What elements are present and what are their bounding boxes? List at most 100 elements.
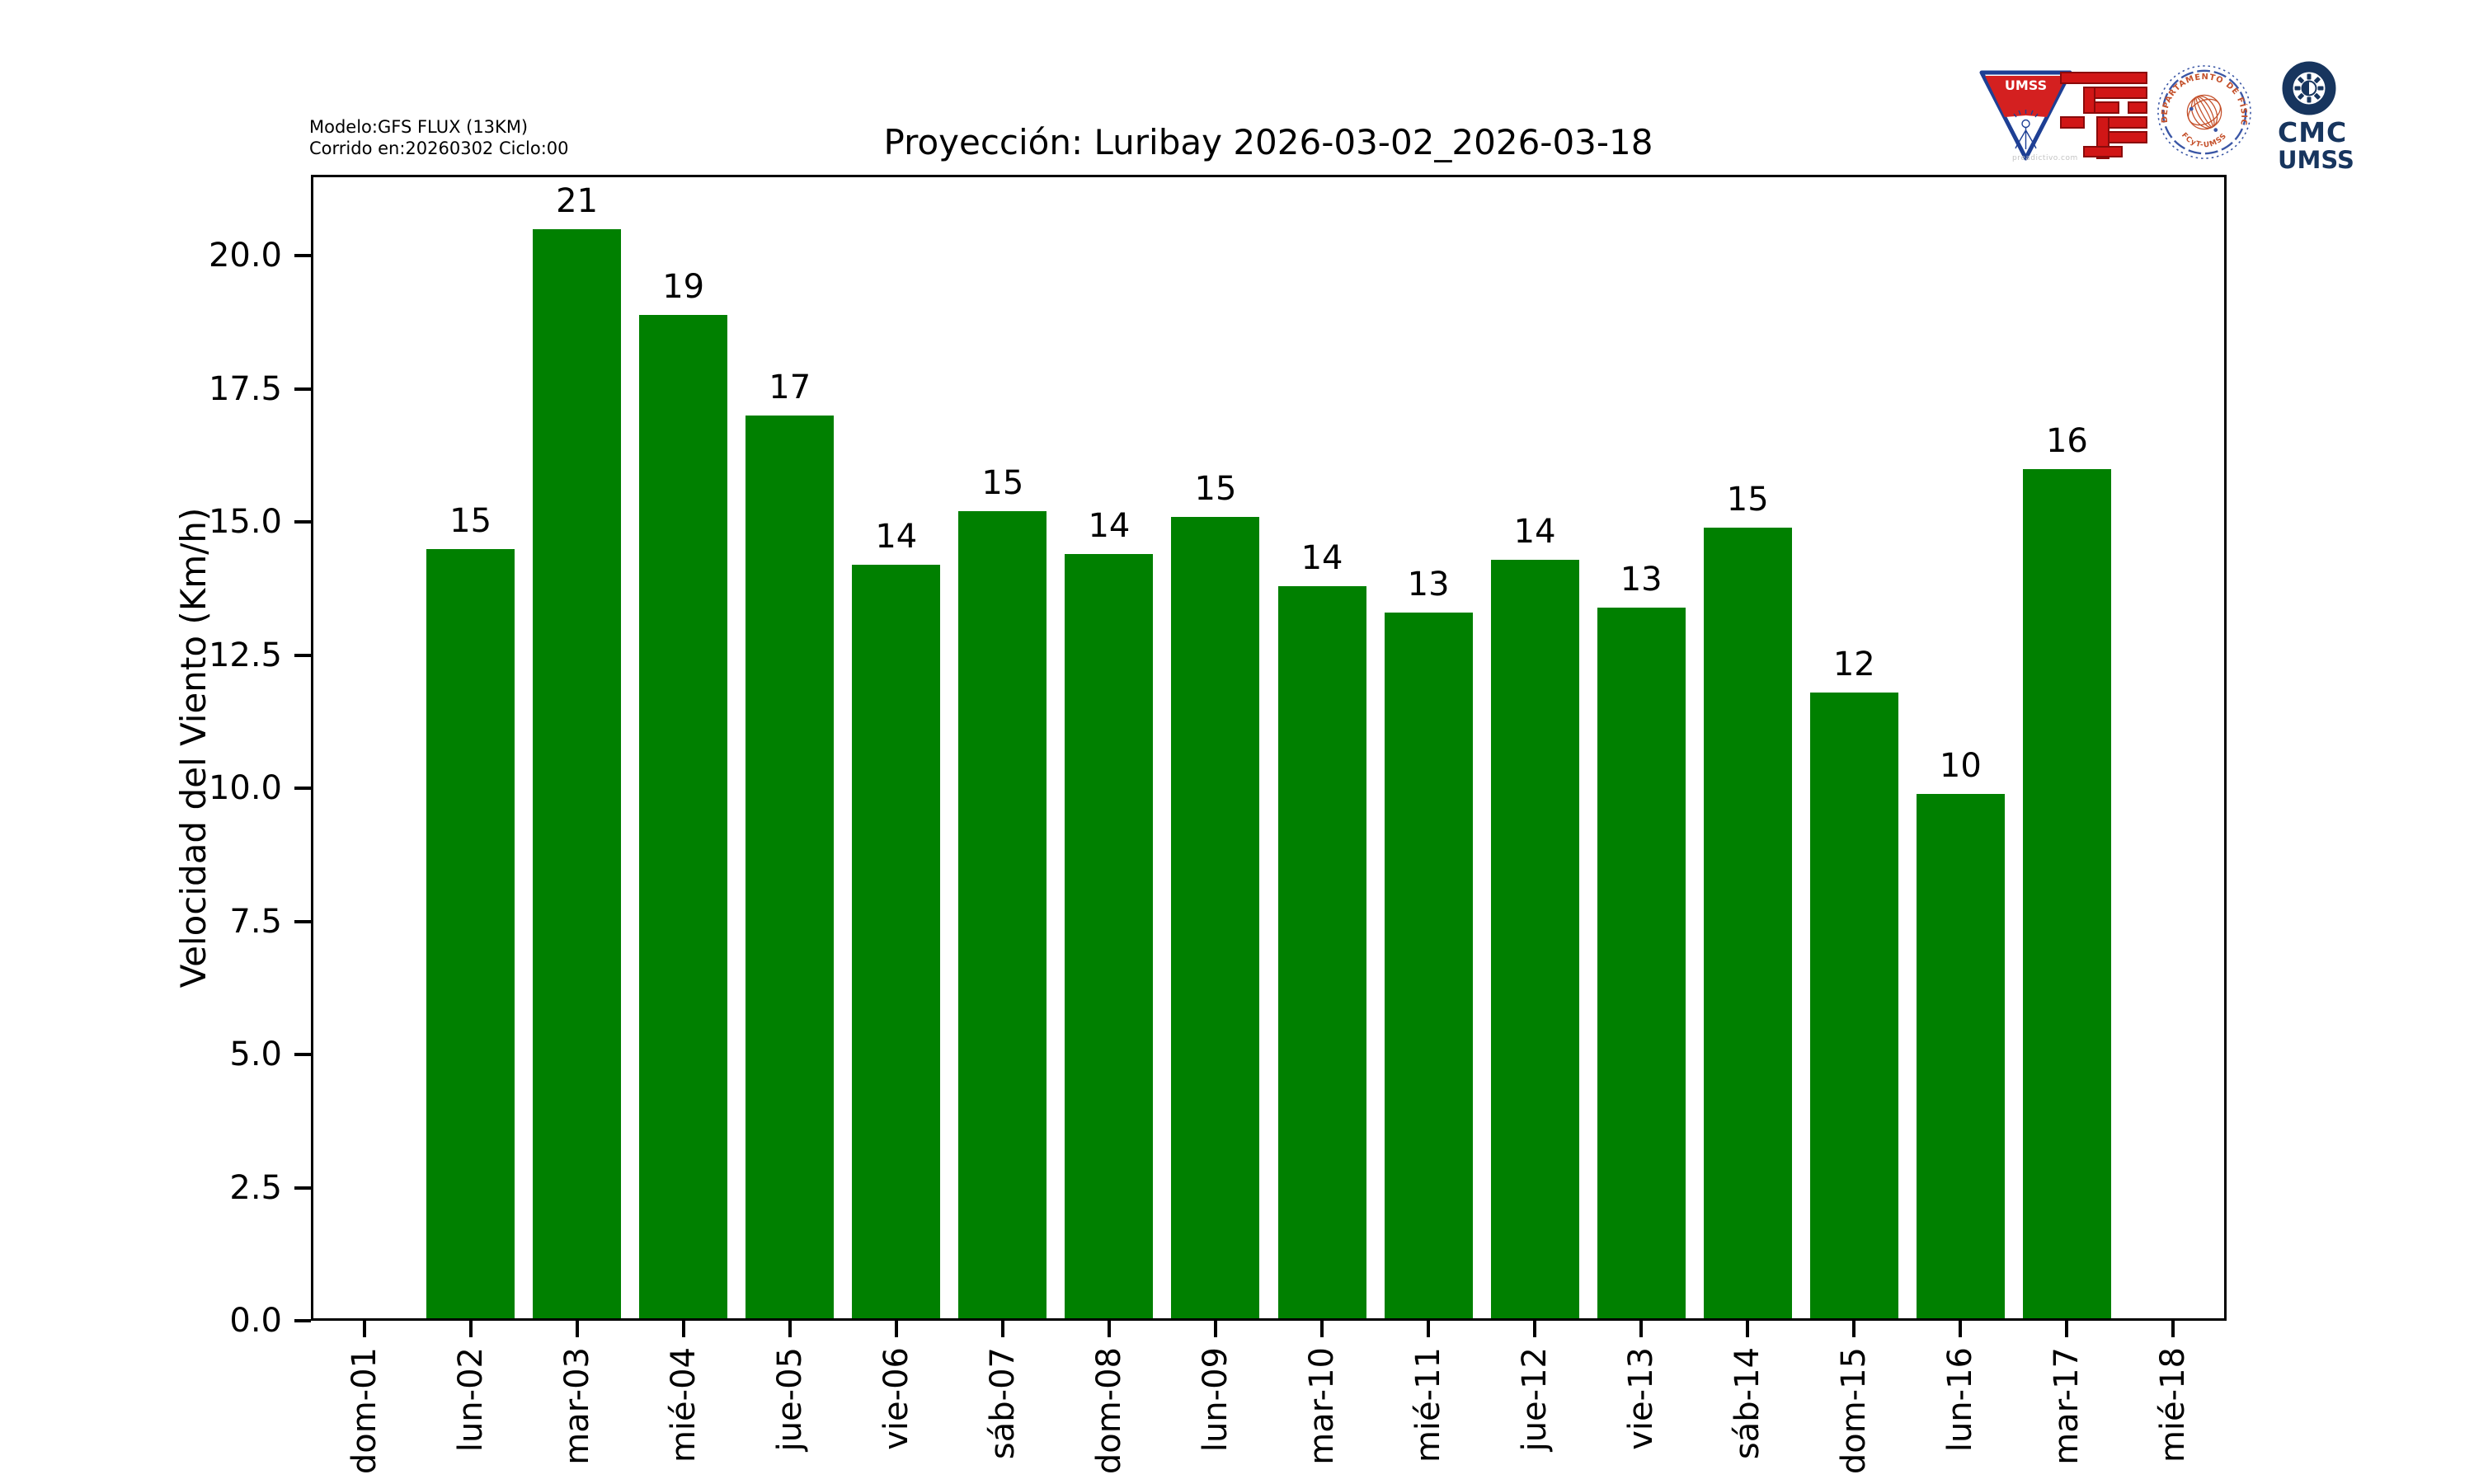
x-tick-mark <box>1959 1321 1963 1337</box>
pennant-watermark: preadictivo.com <box>2012 154 2078 162</box>
bar <box>1065 554 1154 1321</box>
bar-value-label: 13 <box>1620 560 1663 599</box>
y-tick-label: 5.0 <box>229 1036 282 1074</box>
y-tick-label: 17.5 <box>208 369 282 408</box>
bar-value-label: 15 <box>1194 469 1237 508</box>
bar-value-label: 14 <box>1513 512 1556 551</box>
x-tick-mark <box>1746 1321 1750 1337</box>
bar <box>852 565 941 1321</box>
bar-value-label: 21 <box>556 182 599 221</box>
bar <box>1490 559 1579 1321</box>
bar-value-label: 12 <box>1832 646 1875 683</box>
y-tick-label: 7.5 <box>229 902 282 941</box>
bar <box>533 229 622 1321</box>
x-tick-label: mar-03 <box>557 1347 596 1465</box>
pennant-umss-text: UMSS <box>2005 77 2047 93</box>
x-tick-mark <box>2065 1321 2069 1337</box>
x-tick-label: vie-06 <box>877 1347 915 1450</box>
x-tick-label: dom-01 <box>345 1347 383 1475</box>
y-tick-mark <box>294 1186 311 1190</box>
bar-value-label: 10 <box>1939 746 1982 785</box>
x-tick-mark <box>2171 1321 2175 1337</box>
cmc-ring-logo <box>2282 61 2336 115</box>
bar-value-label: 13 <box>1407 566 1450 604</box>
x-tick-mark <box>1320 1321 1324 1337</box>
bar-value-label: 16 <box>2045 421 2088 460</box>
x-tick-label: lun-02 <box>451 1347 490 1453</box>
bar <box>639 314 728 1321</box>
x-tick-label: jue-12 <box>1516 1347 1554 1452</box>
bar <box>2022 468 2111 1321</box>
y-tick-mark <box>294 254 311 258</box>
y-tick-label: 15.0 <box>208 503 282 542</box>
pennant-red-left <box>1985 76 2026 117</box>
y-tick-label: 12.5 <box>208 636 282 674</box>
cmc-text: CMC UMSS <box>2278 119 2354 172</box>
bar <box>1277 585 1366 1321</box>
bar-value-label: 14 <box>875 518 918 556</box>
bar-value-label: 15 <box>981 464 1024 503</box>
fcyt-red-logo <box>2060 72 2147 159</box>
cmc-ring <box>2282 61 2336 115</box>
bar <box>745 416 835 1321</box>
y-tick-mark <box>294 387 311 391</box>
x-tick-mark <box>1000 1321 1004 1337</box>
x-tick-label: mar-10 <box>1303 1347 1342 1465</box>
bar-value-label: 15 <box>449 501 492 540</box>
bar <box>1809 693 1898 1321</box>
x-tick-mark <box>468 1321 473 1337</box>
bar-value-label: 14 <box>1088 507 1131 546</box>
x-tick-label: mié-04 <box>664 1347 703 1463</box>
x-tick-mark <box>681 1321 685 1337</box>
chart-title: Proyección: Luribay 2026-03-02_2026-03-1… <box>883 122 1653 162</box>
x-tick-mark <box>894 1321 898 1337</box>
y-tick-mark <box>294 1319 311 1322</box>
bar <box>1384 613 1473 1321</box>
y-tick-label: 20.0 <box>208 237 282 275</box>
x-tick-label: mié-11 <box>1409 1347 1448 1463</box>
bar-value-label: 17 <box>769 369 811 407</box>
bar <box>958 511 1047 1321</box>
x-tick-label: vie-13 <box>1622 1347 1661 1450</box>
bar <box>1916 793 2005 1321</box>
fcyt-bars <box>2060 72 2147 159</box>
y-tick-label: 2.5 <box>229 1168 282 1207</box>
x-tick-label: lun-09 <box>1196 1347 1235 1453</box>
x-tick-label: jue-05 <box>770 1347 809 1452</box>
seal-dot-right <box>2213 128 2218 132</box>
x-tick-mark <box>362 1321 366 1337</box>
x-tick-label: lun-16 <box>1941 1347 1980 1453</box>
bar <box>1597 607 1686 1321</box>
y-tick-mark <box>294 1053 311 1057</box>
y-tick-label: 10.0 <box>208 769 282 808</box>
x-tick-label: mar-17 <box>2048 1347 2086 1465</box>
x-tick-mark <box>1427 1321 1431 1337</box>
y-tick-label: 0.0 <box>229 1302 282 1340</box>
pennant-emblem <box>2013 110 2039 149</box>
physics-seal-logo: DEPARTAMENTO DE FÍSICA FCyT-UMSS <box>2156 60 2251 159</box>
x-tick-mark <box>788 1321 792 1337</box>
bar <box>1703 527 1792 1321</box>
umss-pennant-logo: UMSS <box>1979 70 2072 161</box>
x-tick-label: dom-15 <box>1835 1347 1874 1475</box>
model-info: Modelo:GFS FLUX (13KM) Corrido en:2026030… <box>309 116 569 159</box>
seal-globe <box>2186 94 2222 130</box>
y-tick-mark <box>294 919 311 923</box>
y-tick-mark <box>294 653 311 657</box>
x-tick-label: dom-08 <box>1089 1347 1128 1475</box>
x-tick-mark <box>1213 1321 1217 1337</box>
x-tick-label: sáb-07 <box>983 1347 1022 1460</box>
bar-value-label: 19 <box>662 267 705 306</box>
model-line2: Corrido en:20260302 Ciclo:00 <box>309 139 569 158</box>
seal-scalloped-ring <box>2161 69 2247 155</box>
bar <box>1171 516 1260 1321</box>
y-tick-mark <box>294 787 311 791</box>
x-tick-mark <box>1639 1321 1644 1337</box>
x-tick-mark <box>1533 1321 1537 1337</box>
y-tick-mark <box>294 520 311 524</box>
x-tick-label: mié-18 <box>2154 1347 2193 1463</box>
x-tick-mark <box>1852 1321 1856 1337</box>
model-line1: Modelo:GFS FLUX (13KM) <box>309 117 529 137</box>
cmc-half-moon <box>2309 82 2316 95</box>
